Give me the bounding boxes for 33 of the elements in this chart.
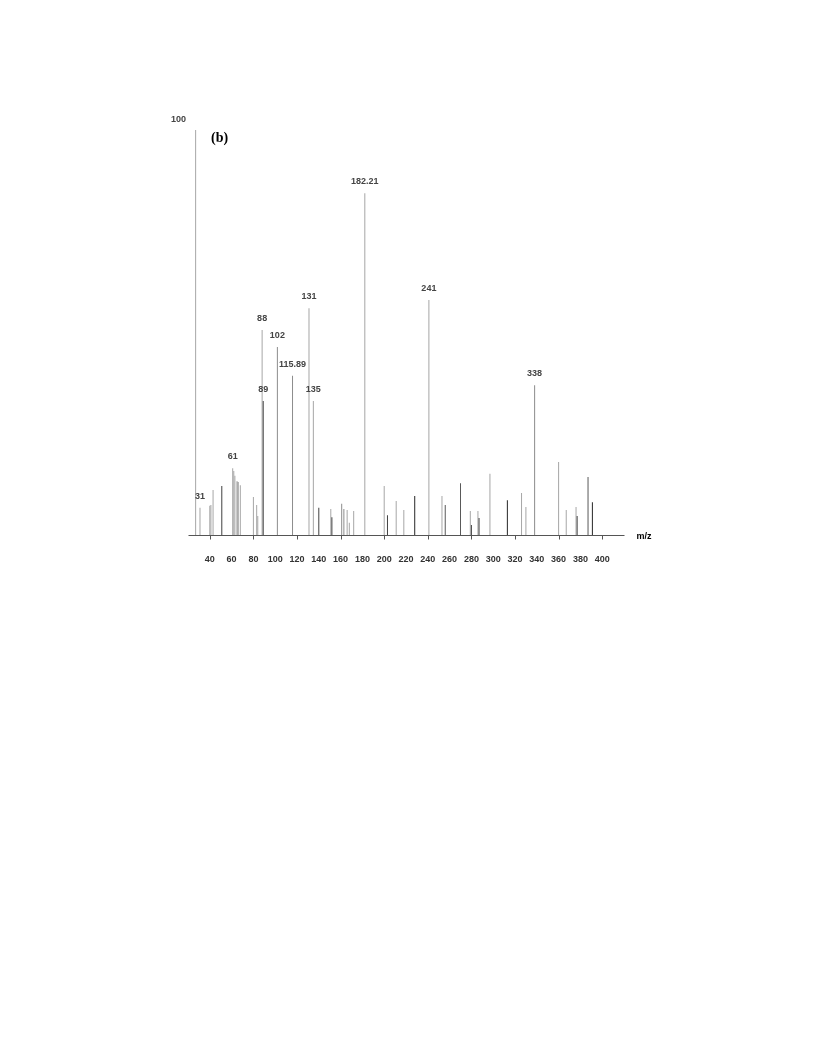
annotation: 241 [421,283,437,294]
annotation: 115.89 [279,358,307,369]
annotation: 135 [305,383,321,394]
x-axis-title: m/z [636,530,652,541]
annotation: 88 [257,313,268,324]
chart-title: (b) [210,130,229,146]
x-tick-label: 40 [204,554,215,564]
annotation: 102 [269,330,285,341]
x-tick-label: 220 [398,554,414,564]
x-tick-label: 160 [333,554,349,564]
annotation: 338 [527,368,543,379]
x-tick-label: 260 [442,554,458,564]
x-tick-label: 300 [485,554,501,564]
x-tick-label: 400 [594,554,610,564]
x-tick-label: 80 [248,554,259,564]
x-tick-label: 380 [572,554,588,564]
text: 100 [170,114,186,124]
annotation: 61 [227,451,238,462]
annotation: 31 [194,490,205,501]
x-tick-label: 120 [289,554,305,564]
x-tick-label: 180 [354,554,370,564]
annotation: 131 [301,291,317,302]
x-tick-label: 140 [311,554,327,564]
x-tick-label: 240 [420,554,436,564]
x-tick-label: 340 [529,554,545,564]
annotation: 89 [258,383,269,394]
annotation: 182.21 [351,176,379,187]
x-tick-label: 280 [463,554,479,564]
x-tick-label: 320 [507,554,523,564]
x-tick-label: 200 [376,554,392,564]
x-tick-label: 360 [551,554,567,564]
x-tick-label: 60 [226,554,237,564]
x-tick-label: 100 [267,554,283,564]
